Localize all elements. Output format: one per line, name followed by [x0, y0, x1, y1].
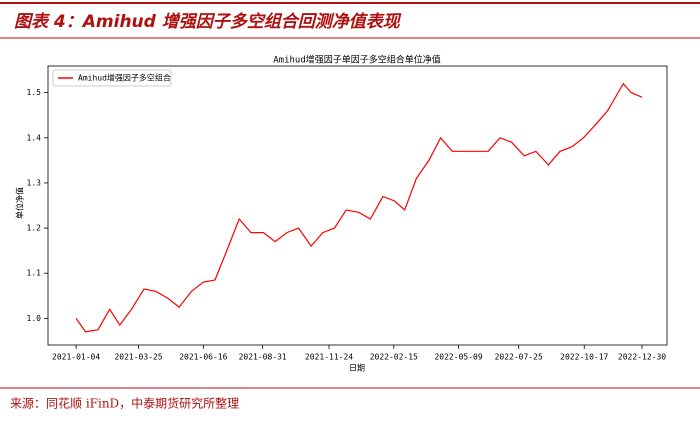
x-tick-label: 2022-10-17: [560, 353, 608, 362]
x-tick-label: 2022-05-09: [434, 353, 482, 362]
page-title: 图表 4：Amihud 增强因子多空组合回测净值表现: [14, 12, 402, 32]
plot-frame: [47, 65, 668, 346]
y-tick-label: 1.1: [27, 269, 42, 278]
y-tick-label: 1.3: [27, 178, 42, 187]
x-tick-label: 2021-11-24: [305, 353, 353, 362]
y-tick-label: 1.0: [27, 314, 42, 323]
x-tick-label: 2021-06-16: [179, 353, 227, 362]
x-tick-label: 2021-08-31: [239, 353, 287, 362]
y-tick-label: 1.4: [27, 133, 42, 142]
chart-title: Amihud增强因子单因子多空组合单位净值: [273, 54, 441, 66]
y-tick-label: 1.2: [27, 224, 42, 233]
legend-box: [52, 69, 172, 87]
legend-label: Amihud增强因子多空组合: [78, 73, 171, 83]
x-tick-label: 2022-07-25: [495, 353, 543, 362]
x-tick-label: 2021-01-04: [52, 353, 100, 362]
y-axis-label: 单位净值: [15, 187, 25, 219]
x-axis-label: 日期: [349, 364, 365, 373]
x-tick-label: 2021-03-25: [114, 353, 162, 362]
x-tick-label: 2022-02-15: [370, 353, 418, 362]
y-tick-label: 1.5: [27, 88, 42, 97]
x-tick-label: 2022-12-30: [618, 353, 666, 362]
source-note: 来源：同花顺 iFinD，中泰期货研究所整理: [10, 396, 239, 411]
series-line: [75, 82, 643, 333]
